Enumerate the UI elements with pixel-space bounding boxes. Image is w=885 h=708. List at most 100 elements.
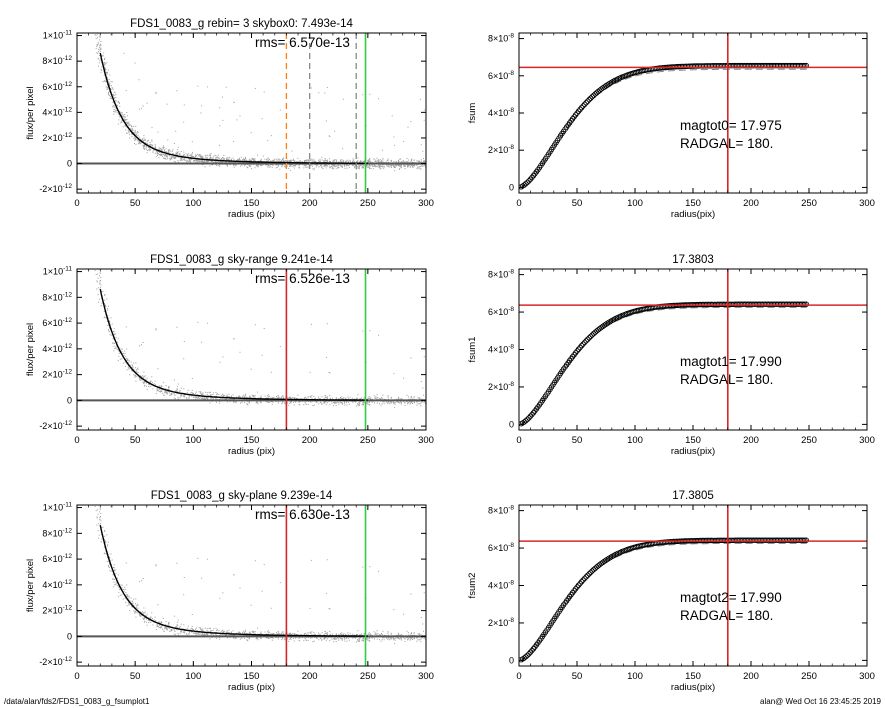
magnitude-annotation: magtot1= 17.990 <box>680 354 782 369</box>
chart-title: 17.3805 <box>672 490 714 502</box>
profile-curve <box>99 525 368 637</box>
y-tick-label: 1×10-11 <box>43 502 73 513</box>
footer-user-time: alan@ Wed Oct 16 23:45:25 2019 <box>760 697 881 706</box>
y-axis-label: fsum2 <box>467 573 478 599</box>
x-tick-label: 250 <box>360 198 376 209</box>
y-tick-label: 4×10-8 <box>488 107 514 118</box>
x-tick-label: 200 <box>743 435 759 446</box>
y-tick-label: 1×10-11 <box>43 30 73 41</box>
x-tick-label: 50 <box>130 435 141 446</box>
y-tick-label: 6×10-12 <box>42 317 72 328</box>
x-axis-label: radius(pix) <box>671 682 715 693</box>
chart-title: 17.3803 <box>672 254 714 266</box>
profile-curve <box>99 289 368 401</box>
y-tick-label: 0 <box>509 182 514 192</box>
footer-path: /data/alan/fds2/FDS1_0083_g_fsumplot1 <box>4 697 150 706</box>
y-tick-label: 2×10-8 <box>488 617 514 628</box>
y-axis-label: flux/per pixel <box>25 86 36 139</box>
y-tick-label: 4×10-8 <box>488 344 514 355</box>
y-tick-label: 8×10-8 <box>488 269 514 280</box>
profile-curve <box>99 52 368 164</box>
x-tick-label: 150 <box>685 671 701 682</box>
plot-frame <box>76 268 427 431</box>
x-tick-label: 0 <box>516 198 521 209</box>
y-tick-label: 6×10-8 <box>488 70 514 81</box>
x-axis-label: radius (pix) <box>228 209 275 220</box>
y-tick-label: 6×10-12 <box>42 553 72 564</box>
y-tick-label: 8×10-12 <box>42 527 72 538</box>
y-tick-label: -2×10-12 <box>39 183 72 194</box>
magnitude-annotation: RADGAL= 180. <box>680 136 773 151</box>
x-tick-label: 300 <box>418 671 434 682</box>
x-tick-label: 100 <box>185 671 201 682</box>
y-tick-label: 6×10-12 <box>42 81 72 92</box>
x-tick-label: 50 <box>572 435 583 446</box>
x-tick-label: 150 <box>244 198 260 209</box>
y-tick-label: 0 <box>509 419 514 429</box>
x-tick-label: 150 <box>685 198 701 209</box>
x-tick-label: 100 <box>185 435 201 446</box>
chart-growth-1: magtot0= 17.975 RADGAL= 180. 0 50 100 150 200 2… <box>467 32 875 220</box>
y-tick-label: 4×10-12 <box>42 579 72 590</box>
x-tick-label: 200 <box>743 198 759 209</box>
chart-title: FDS1_0083_g rebin= 3 skybox0: 7.493e-14 <box>130 18 353 30</box>
dashed-curve <box>519 306 807 425</box>
y-tick-label: 8×10-8 <box>488 33 514 44</box>
rms-annotation: rms= 6.570e-13 <box>255 35 350 50</box>
rms-annotation: rms= 6.630e-13 <box>255 507 350 522</box>
y-tick-label: 4×10-12 <box>42 106 72 117</box>
plot-frame <box>76 504 427 667</box>
y-tick-label: 4×10-8 <box>488 580 514 591</box>
y-tick-label: 8×10-12 <box>42 291 72 302</box>
y-axis-label: flux/per pixel <box>25 323 36 376</box>
y-tick-label: 1×10-11 <box>43 266 73 277</box>
x-axis-label: radius (pix) <box>228 446 275 457</box>
chart-growth-2: 17.3803 magtot1= 17.990 RADGAL= 180. 0 50 100… <box>467 254 875 457</box>
y-tick-label: 0 <box>509 655 514 665</box>
chart-title: FDS1_0083_g sky-plane 9.239e-14 <box>151 490 333 502</box>
rms-annotation: rms= 6.526e-13 <box>255 271 350 286</box>
y-tick-label: 2×10-12 <box>42 605 72 616</box>
y-tick-label: 0 <box>67 631 72 641</box>
x-tick-label: 50 <box>130 198 141 209</box>
x-tick-label: 50 <box>572 671 583 682</box>
x-tick-label: 0 <box>74 435 79 446</box>
y-tick-label: 2×10-12 <box>42 369 72 380</box>
y-axis-label: flux/per pixel <box>25 559 36 612</box>
y-tick-label: 6×10-8 <box>488 542 514 553</box>
x-tick-label: 250 <box>360 671 376 682</box>
x-tick-label: 150 <box>244 435 260 446</box>
y-tick-label: -2×10-12 <box>39 656 72 667</box>
x-tick-label: 150 <box>244 671 260 682</box>
y-tick-label: 6×10-8 <box>488 306 514 317</box>
x-tick-label: 300 <box>418 435 434 446</box>
plot-area <box>519 269 867 430</box>
magnitude-annotation: magtot0= 17.975 <box>680 118 782 133</box>
y-tick-label: 2×10-8 <box>488 144 514 155</box>
x-tick-label: 100 <box>627 198 643 209</box>
x-tick-label: 0 <box>74 671 79 682</box>
x-axis-label: radius(pix) <box>671 209 715 220</box>
chart-profile-3: FDS1_0083_g sky-plane 9.239e-14 rms= 6.63… <box>25 490 434 693</box>
x-tick-label: 50 <box>572 198 583 209</box>
chart-title: FDS1_0083_g sky-range 9.241e-14 <box>150 254 333 266</box>
x-tick-label: 300 <box>859 198 875 209</box>
x-tick-label: 200 <box>302 198 318 209</box>
y-tick-label: 4×10-12 <box>42 343 72 354</box>
x-tick-label: 0 <box>516 671 521 682</box>
dashed-curve <box>519 542 807 661</box>
x-axis-label: radius (pix) <box>228 682 275 693</box>
x-tick-label: 200 <box>302 435 318 446</box>
x-tick-label: 300 <box>418 198 434 209</box>
x-tick-label: 250 <box>801 435 817 446</box>
plot-frame <box>518 504 868 667</box>
x-tick-label: 150 <box>685 435 701 446</box>
x-tick-label: 250 <box>801 198 817 209</box>
x-tick-label: 100 <box>627 671 643 682</box>
x-tick-label: 200 <box>743 671 759 682</box>
chart-profile-1: FDS1_0083_g rebin= 3 skybox0: 7.493e-14 r… <box>25 18 434 220</box>
y-tick-label: 2×10-12 <box>42 132 72 143</box>
y-axis-label: fsum <box>467 103 478 124</box>
growth-markers <box>519 62 809 190</box>
